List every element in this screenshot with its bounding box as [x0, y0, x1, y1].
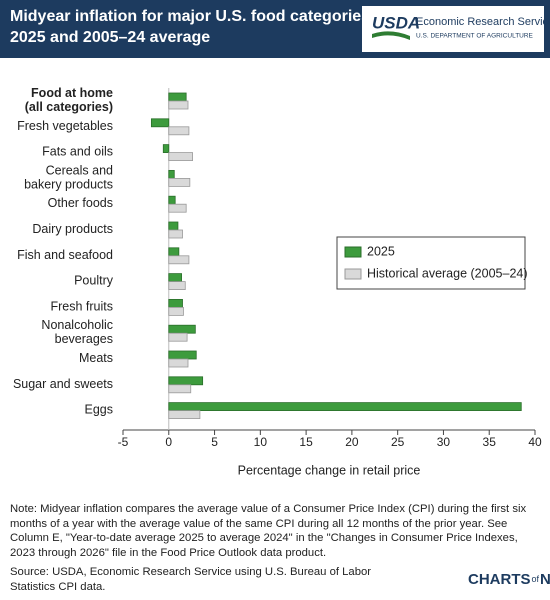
y-tick-label: Dairy products — [32, 222, 113, 236]
bar — [168, 126, 190, 136]
bar — [168, 229, 183, 239]
y-tick-label: Poultry — [74, 274, 114, 288]
bar — [168, 221, 179, 231]
title-line: 2025 and 2005–24 average — [10, 29, 210, 46]
x-tick-label: -5 — [118, 435, 129, 449]
label-line: Fresh fruits — [50, 300, 113, 314]
bar — [168, 324, 196, 334]
bar — [168, 273, 182, 283]
bar — [168, 298, 183, 308]
legend-box — [336, 236, 526, 290]
usda-logo: USDA — [372, 13, 420, 32]
bar — [168, 203, 187, 213]
label-line: Fats and oils — [42, 145, 113, 159]
bar — [168, 402, 522, 412]
x-tick-label: 30 — [437, 435, 451, 449]
title-line: Midyear inflation for major U.S. food ca… — [10, 8, 375, 25]
department: U.S. DEPARTMENT OF AGRICULTURE — [416, 33, 534, 40]
bar — [150, 118, 170, 128]
note: Note: Midyear inflation compares the ave… — [10, 503, 527, 559]
y-tick-label: Sugar and sweets — [13, 377, 113, 391]
y-tick-label: Meats — [79, 351, 113, 365]
legend-label: 2025 — [367, 244, 395, 258]
bar — [168, 350, 197, 360]
label-line: (all categories) — [25, 100, 113, 114]
brand-part: CHARTS — [468, 571, 531, 588]
bar — [168, 247, 180, 257]
label-line: Cereals and — [46, 164, 113, 178]
label-line: Meats — [79, 351, 113, 365]
bar — [168, 332, 188, 342]
bar — [168, 255, 190, 265]
x-tick-label: 35 — [483, 435, 497, 449]
y-tick-label: Nonalcoholic beverages — [41, 318, 113, 346]
x-tick-label: 40 — [528, 435, 542, 449]
y-tick-label: Fresh vegetables — [17, 119, 113, 133]
bar — [168, 410, 201, 420]
bar — [168, 177, 191, 187]
x-tick-label: 20 — [345, 435, 359, 449]
bar — [168, 92, 187, 102]
legend-label: Historical average (2005–24) — [367, 266, 528, 280]
y-tick-label: Other foods — [48, 196, 113, 210]
bar — [168, 152, 193, 162]
agency: Economic Research Service — [416, 16, 550, 28]
x-tick-label: 10 — [254, 435, 268, 449]
logo-box — [362, 6, 544, 52]
bar — [168, 100, 189, 110]
brand: CHARTSofNOTE — [468, 571, 550, 588]
y-tick-label: Fish and seafood — [17, 248, 113, 262]
label-line: Poultry — [74, 274, 114, 288]
x-tick-label: 25 — [391, 435, 405, 449]
label-line: beverages — [55, 332, 113, 346]
x-tick-label: 15 — [299, 435, 313, 449]
label-line: Food at home — [31, 86, 113, 100]
label-line: Fresh vegetables — [17, 119, 113, 133]
brand-part: of — [532, 574, 540, 584]
brand-part: NOTE — [540, 571, 550, 588]
x-tick-label: 0 — [165, 435, 172, 449]
legend-swatch — [344, 246, 362, 258]
x-axis-label: Percentage change in retail price — [238, 463, 421, 477]
y-tick-label: Fresh fruits — [50, 300, 113, 314]
label-line: Eggs — [85, 403, 114, 417]
y-tick-label: Cereals and bakery products — [24, 164, 113, 192]
logo-swoosh — [372, 31, 410, 40]
bar — [168, 169, 175, 179]
source: Source: USDA, Economic Research Service … — [10, 566, 372, 593]
bar — [168, 195, 176, 205]
bar — [162, 144, 170, 154]
label-line: Other foods — [48, 196, 113, 210]
bar — [168, 376, 204, 386]
label-line: Fish and seafood — [17, 248, 113, 262]
y-tick-label: Food at home (all categories) — [25, 86, 113, 114]
bar — [168, 281, 186, 291]
label-line: Nonalcoholic — [41, 318, 113, 332]
legend-swatch — [344, 268, 362, 280]
x-tick-label: 5 — [211, 435, 218, 449]
y-tick-label: Fats and oils — [42, 145, 113, 159]
bar — [168, 358, 189, 368]
label-line: Dairy products — [32, 222, 113, 236]
label-line: bakery products — [24, 178, 113, 192]
bar — [168, 384, 192, 394]
y-tick-label: Eggs — [85, 403, 114, 417]
bar — [168, 306, 184, 316]
label-line: Sugar and sweets — [13, 377, 113, 391]
